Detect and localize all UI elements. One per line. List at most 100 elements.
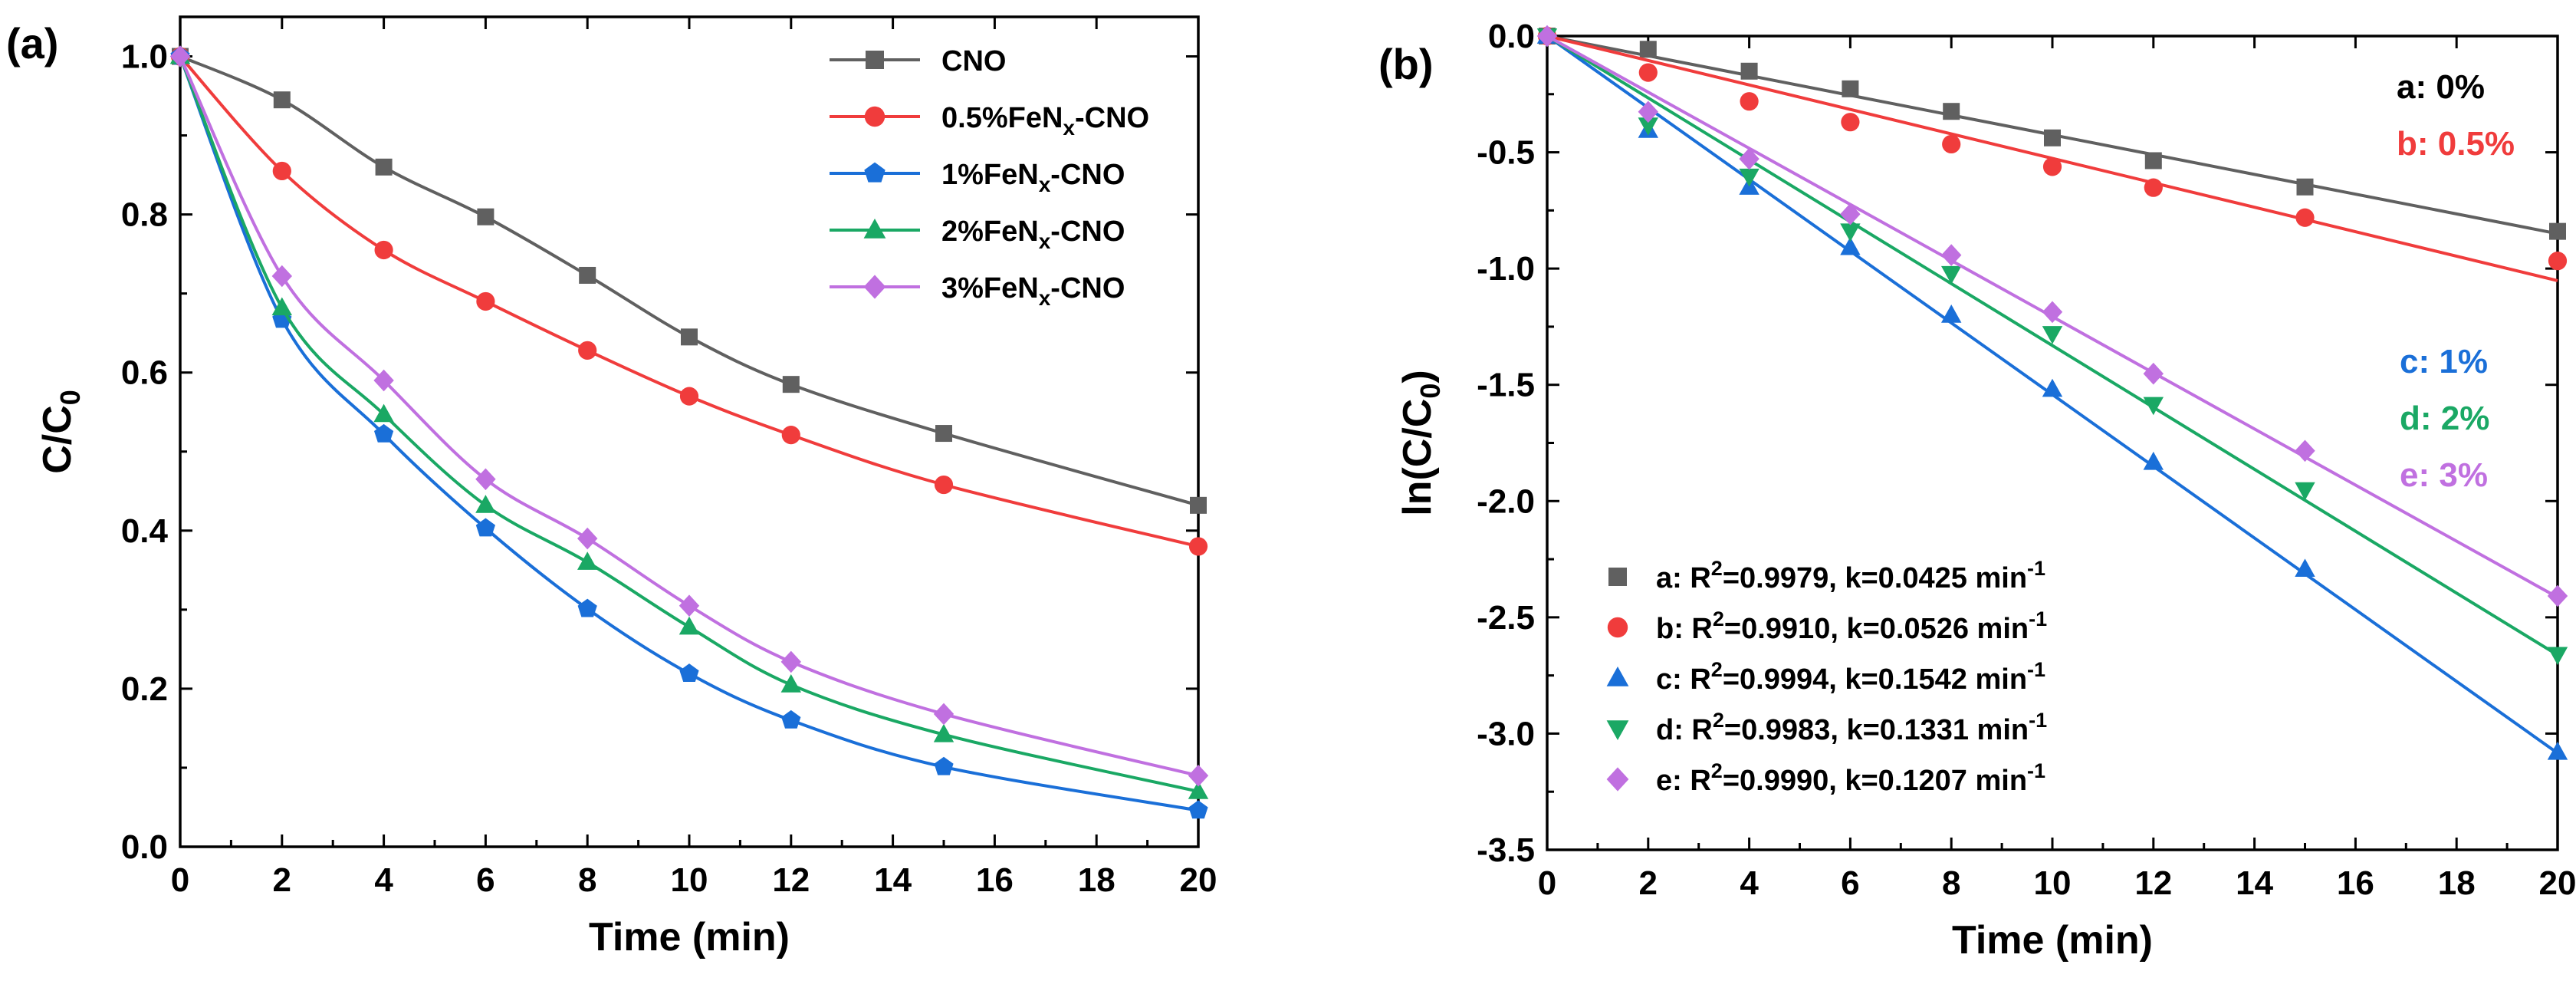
data-point — [1739, 147, 1760, 170]
x-tick-label: 16 — [2337, 864, 2374, 902]
data-point — [169, 45, 191, 67]
x-tick-label: 0 — [1538, 864, 1556, 902]
data-point — [1739, 168, 1760, 187]
data-point — [2547, 741, 2568, 760]
data-point — [2296, 178, 2314, 196]
data-point — [1941, 265, 1962, 285]
x-tick-label: 4 — [1740, 864, 1759, 902]
data-point — [1638, 100, 1658, 123]
data-point — [1840, 223, 1861, 242]
legend-label: a: R2=0.9979, k=0.0425 min-1 — [1656, 557, 2045, 594]
y-tick-label: 0.0 — [121, 828, 168, 866]
data-point — [2143, 362, 2164, 385]
data-point — [2548, 252, 2568, 271]
legend-marker — [1608, 568, 1627, 586]
data-point — [782, 376, 800, 393]
legend-marker — [863, 275, 886, 299]
data-point — [2295, 482, 2315, 501]
data-point — [1188, 781, 1209, 799]
y-tick-label: -0.5 — [1477, 134, 1535, 172]
data-point — [678, 616, 700, 635]
data-point — [578, 341, 597, 360]
series-line-3 — [179, 55, 1199, 812]
panel-b: 0 2 4 6 8 10 12 14 16 18 20 0.0 -0.5 -1.0 -1.5 -2.0 -2.5… — [1378, 18, 2576, 963]
data-point — [1188, 537, 1208, 556]
data-point — [1188, 800, 1208, 819]
legend-marker — [1607, 617, 1628, 638]
data-point — [476, 291, 495, 311]
data-point — [2143, 397, 2164, 416]
legend-marker — [1606, 667, 1629, 686]
data-point — [934, 475, 954, 495]
y-tick-label: 0.0 — [1488, 18, 1535, 55]
y-tick-label: 0.8 — [121, 196, 168, 234]
x-axis-title: Time (min) — [589, 915, 790, 960]
data-point — [679, 663, 699, 682]
x-tick-label: 14 — [874, 861, 912, 899]
data-point — [2295, 439, 2315, 462]
data-point — [475, 518, 495, 537]
y-tick-label: 1.0 — [121, 38, 168, 76]
data-point — [2042, 157, 2062, 176]
legend-marker — [863, 219, 886, 239]
x-tick-label: 6 — [1841, 864, 1859, 902]
data-point — [273, 91, 291, 109]
data-point — [679, 387, 699, 406]
legend-label: 3%FeNx-CNO — [941, 272, 1125, 310]
y-tick-label: 0.4 — [121, 512, 169, 550]
y-tick-label: -1.0 — [1477, 250, 1535, 288]
data-point — [375, 158, 393, 176]
annotation-label: d: 2% — [2400, 400, 2489, 437]
y-axis-title: ln(C/C0) — [1395, 370, 1446, 515]
x-tick-label: 8 — [1942, 864, 1960, 902]
data-point — [374, 423, 394, 443]
data-point — [1941, 244, 1962, 266]
data-point — [1740, 92, 1759, 111]
data-point — [577, 598, 597, 617]
fit-line-d — [1546, 35, 2559, 657]
legend-label: CNO — [941, 45, 1006, 77]
legend-label: e: R2=0.9990, k=0.1207 min-1 — [1656, 759, 2045, 797]
x-tick-label: 12 — [772, 861, 810, 899]
legend-marker — [1606, 767, 1629, 792]
data-point — [2042, 378, 2063, 397]
data-point — [1740, 62, 1758, 80]
data-point — [374, 240, 393, 260]
data-point — [373, 403, 394, 423]
legend-label: 0.5%FeNx-CNO — [941, 102, 1149, 140]
data-point — [1639, 41, 1657, 58]
data-point — [780, 650, 801, 673]
data-point — [577, 551, 598, 570]
annotation-label: e: 3% — [2400, 456, 2488, 494]
data-point — [2143, 451, 2164, 470]
data-point — [2044, 129, 2061, 146]
y-tick-label: 0.6 — [121, 354, 168, 392]
y-tick-label: -2.5 — [1477, 599, 1535, 637]
x-tick-label: 18 — [2438, 864, 2476, 902]
data-point — [477, 208, 495, 225]
y-tick-label: -3.5 — [1477, 831, 1535, 869]
legend-marker — [864, 162, 886, 183]
data-point — [678, 594, 700, 617]
data-point — [781, 426, 800, 445]
x-tick-label: 16 — [976, 861, 1014, 899]
panel-label-a: (a) — [6, 19, 58, 67]
data-point — [1941, 304, 1962, 323]
legend-label: d: R2=0.9983, k=0.1331 min-1 — [1656, 709, 2047, 746]
y-tick-label: -2.0 — [1477, 482, 1535, 520]
legend-label: 2%FeNx-CNO — [941, 216, 1125, 253]
data-point — [475, 495, 496, 513]
y-tick-label: 0.2 — [121, 670, 168, 708]
data-point — [577, 527, 598, 550]
data-point — [1840, 236, 1861, 255]
data-point — [271, 297, 292, 316]
x-tick-label: 2 — [1639, 864, 1658, 902]
data-point — [2144, 178, 2163, 197]
y-axis-title: C/C0 — [35, 390, 86, 474]
plot-frame — [179, 15, 1200, 848]
x-tick-label: 10 — [671, 861, 708, 899]
data-point — [781, 709, 801, 729]
annotation-label: c: 1% — [2400, 343, 2488, 380]
data-point — [1536, 25, 1558, 48]
